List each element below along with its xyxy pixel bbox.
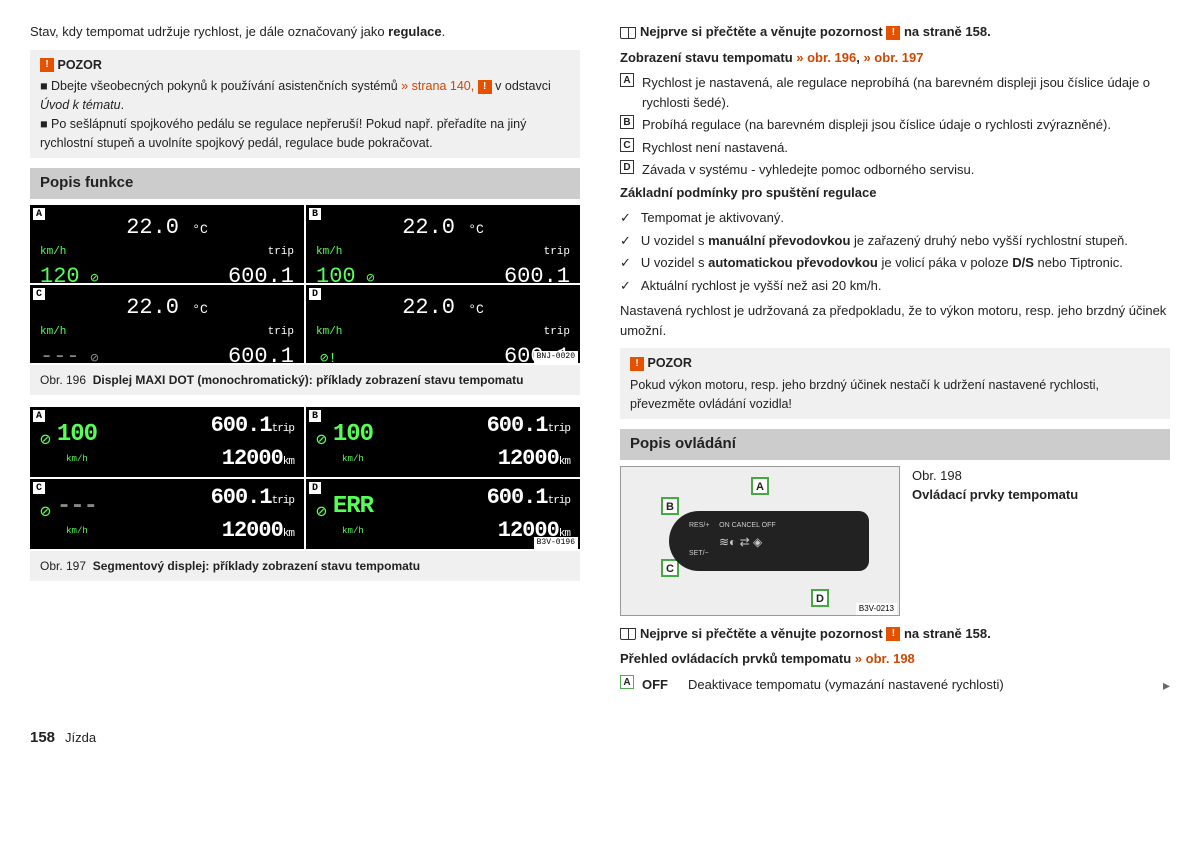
intro-text: Stav, kdy tempomat udržuje rychlost, je … (30, 22, 580, 42)
status-title: Zobrazení stavu tempomatu » obr. 196, » … (620, 48, 1170, 68)
book-icon (620, 27, 636, 39)
cond-title: Základní podmínky pro spuštění regulace (620, 183, 1170, 203)
pozor-box-2: ! POZOR Pokud výkon motoru, resp. jeho b… (620, 348, 1170, 419)
read-first-2: Nejprve si přečtěte a věnujte pozornost … (620, 624, 1170, 644)
cond-4: ✓Aktuální rychlost je vyšší než asi 20 k… (620, 276, 1170, 296)
caption-197: Obr. 197 Segmentový displej: příklady zo… (30, 551, 580, 581)
cond-1: ✓Tempomat je aktivovaný. (620, 208, 1170, 228)
cond-2: ✓U vozidel s manuální převodovkou je zař… (620, 231, 1170, 251)
overview-title: Přehled ovládacích prvků tempomatu » obr… (620, 649, 1170, 669)
continue-arrow: ▸ (1163, 675, 1170, 696)
warn-icon: ! (40, 58, 54, 72)
section-popis-funkce: Popis funkce (30, 168, 580, 199)
gauge-grid-1: A 22.0 °C km/htrip 120 ⊘600.1B 22.0 °C k… (30, 205, 580, 363)
read-first-1: Nejprve si přečtěte a věnujte pozornost … (620, 22, 1170, 42)
section-popis-ovladani: Popis ovládání (620, 429, 1170, 460)
gauge-grid-2: A ⊘ 100km/h 600.1trip12000kmB ⊘ 100km/h … (30, 407, 580, 549)
control-lever-image: A B C D RES/+ ON CANCEL OFF SET/− ≋◐ ⇄ ◈… (620, 466, 900, 616)
ctrl-a-row: A OFF Deaktivace tempomatu (vymazání nas… (620, 675, 1170, 696)
fig198-caption: Obr. 198 Ovládací prvky tempomatu (912, 466, 1078, 616)
cond-3: ✓U vozidel s automatickou převodovkou je… (620, 253, 1170, 273)
page-footer: 158Jízda (30, 727, 1170, 750)
pozor-box-1: ! POZOR ■ Dbejte všeobecných pokynů k po… (30, 50, 580, 159)
note-text: Nastavená rychlost je udržovaná za předp… (620, 301, 1170, 340)
